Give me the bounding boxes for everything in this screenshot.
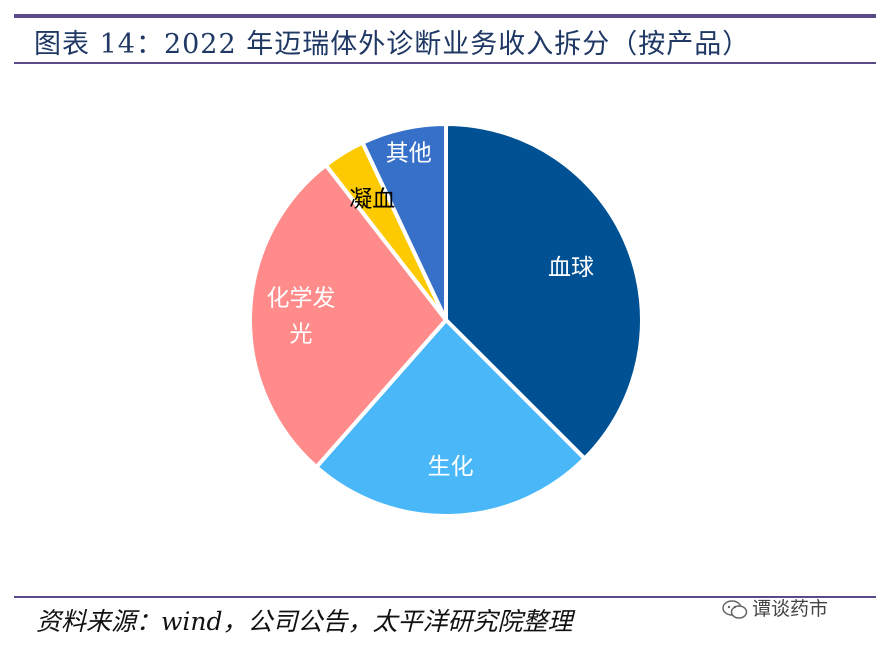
pie-slice-label: 凝血 xyxy=(349,186,395,212)
watermark: 谭谈药市 xyxy=(722,594,828,621)
pie-slice-label: 生化 xyxy=(428,453,474,479)
wechat-icon xyxy=(722,599,748,619)
pie-slice-label: 血球 xyxy=(548,255,594,281)
title-top-rule xyxy=(14,14,876,18)
pie-slice xyxy=(314,318,587,518)
pie-slice xyxy=(360,122,448,322)
pie-slice-label: 化学发光 xyxy=(267,285,336,347)
title-bottom-rule xyxy=(14,62,876,64)
chart-title: 图表 14：2022 年迈瑞体外诊断业务收入拆分（按产品） xyxy=(34,29,751,60)
source-note: 资料来源：wind，公司公告，太平洋研究院整理 xyxy=(36,607,573,636)
watermark-text: 谭谈药市 xyxy=(752,598,829,620)
source-rule xyxy=(14,596,876,598)
pie-slice-label: 其他 xyxy=(386,140,432,166)
pie-slice xyxy=(248,163,448,470)
pie-slices xyxy=(248,122,644,518)
pie-slice xyxy=(444,122,644,461)
